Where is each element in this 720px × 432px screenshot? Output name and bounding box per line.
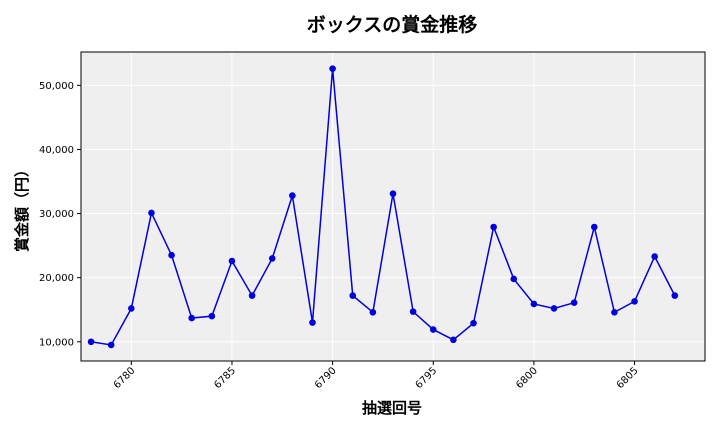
data-point — [349, 292, 357, 299]
data-point — [570, 299, 578, 306]
x-tick-label: 6800 — [514, 365, 540, 391]
data-point — [651, 253, 658, 260]
y-tick-label: 10,000 — [39, 337, 74, 348]
data-point — [188, 314, 196, 322]
data-point — [148, 209, 155, 217]
data-point — [631, 298, 638, 305]
data-point — [671, 292, 679, 299]
data-point — [289, 192, 296, 199]
y-tick-label: 30,000 — [39, 209, 74, 220]
plot-frame — [80, 51, 706, 362]
x-tick-label: 6780 — [112, 365, 138, 391]
y-tick-label: 50,000 — [39, 81, 74, 92]
data-point — [369, 308, 377, 316]
data-point — [590, 223, 598, 231]
plot-area — [81, 52, 705, 361]
data-point — [309, 319, 316, 326]
data-point — [409, 308, 417, 315]
data-point — [87, 338, 95, 346]
data-point — [389, 190, 397, 197]
data-point — [611, 308, 618, 316]
data-point — [248, 292, 256, 299]
data-point — [228, 257, 236, 265]
x-axis-label: 抽選回号 — [362, 399, 422, 417]
x-tick-label: 6795 — [414, 365, 440, 391]
data-point — [329, 65, 336, 72]
data-point — [107, 341, 115, 349]
grid — [81, 52, 705, 361]
y-axis-label: 賞金額（円） — [13, 162, 31, 252]
data-point — [550, 305, 558, 312]
x-tick-label: 6790 — [313, 365, 339, 391]
data-point — [510, 275, 518, 283]
data-point — [268, 255, 276, 262]
data-point — [490, 223, 497, 231]
data-point — [208, 312, 216, 320]
series-layer — [87, 65, 679, 349]
data-point — [470, 319, 477, 327]
data-point — [429, 326, 437, 333]
y-axis: 10,000 20,000 30,000 40,000 50,000 — [39, 81, 81, 348]
x-tick-label: 6785 — [212, 365, 238, 391]
data-point — [530, 300, 538, 308]
y-tick-label: 40,000 — [39, 145, 74, 156]
chart-title: ボックスの賞金推移 — [307, 13, 477, 36]
y-tick-label: 20,000 — [39, 273, 74, 284]
data-point — [168, 251, 175, 259]
data-point — [450, 336, 457, 344]
x-axis: 6780 6785 6790 6795 6800 6805 — [112, 361, 641, 391]
series-line — [90, 68, 676, 346]
data-point — [128, 305, 135, 312]
x-tick-label: 6805 — [615, 365, 641, 391]
